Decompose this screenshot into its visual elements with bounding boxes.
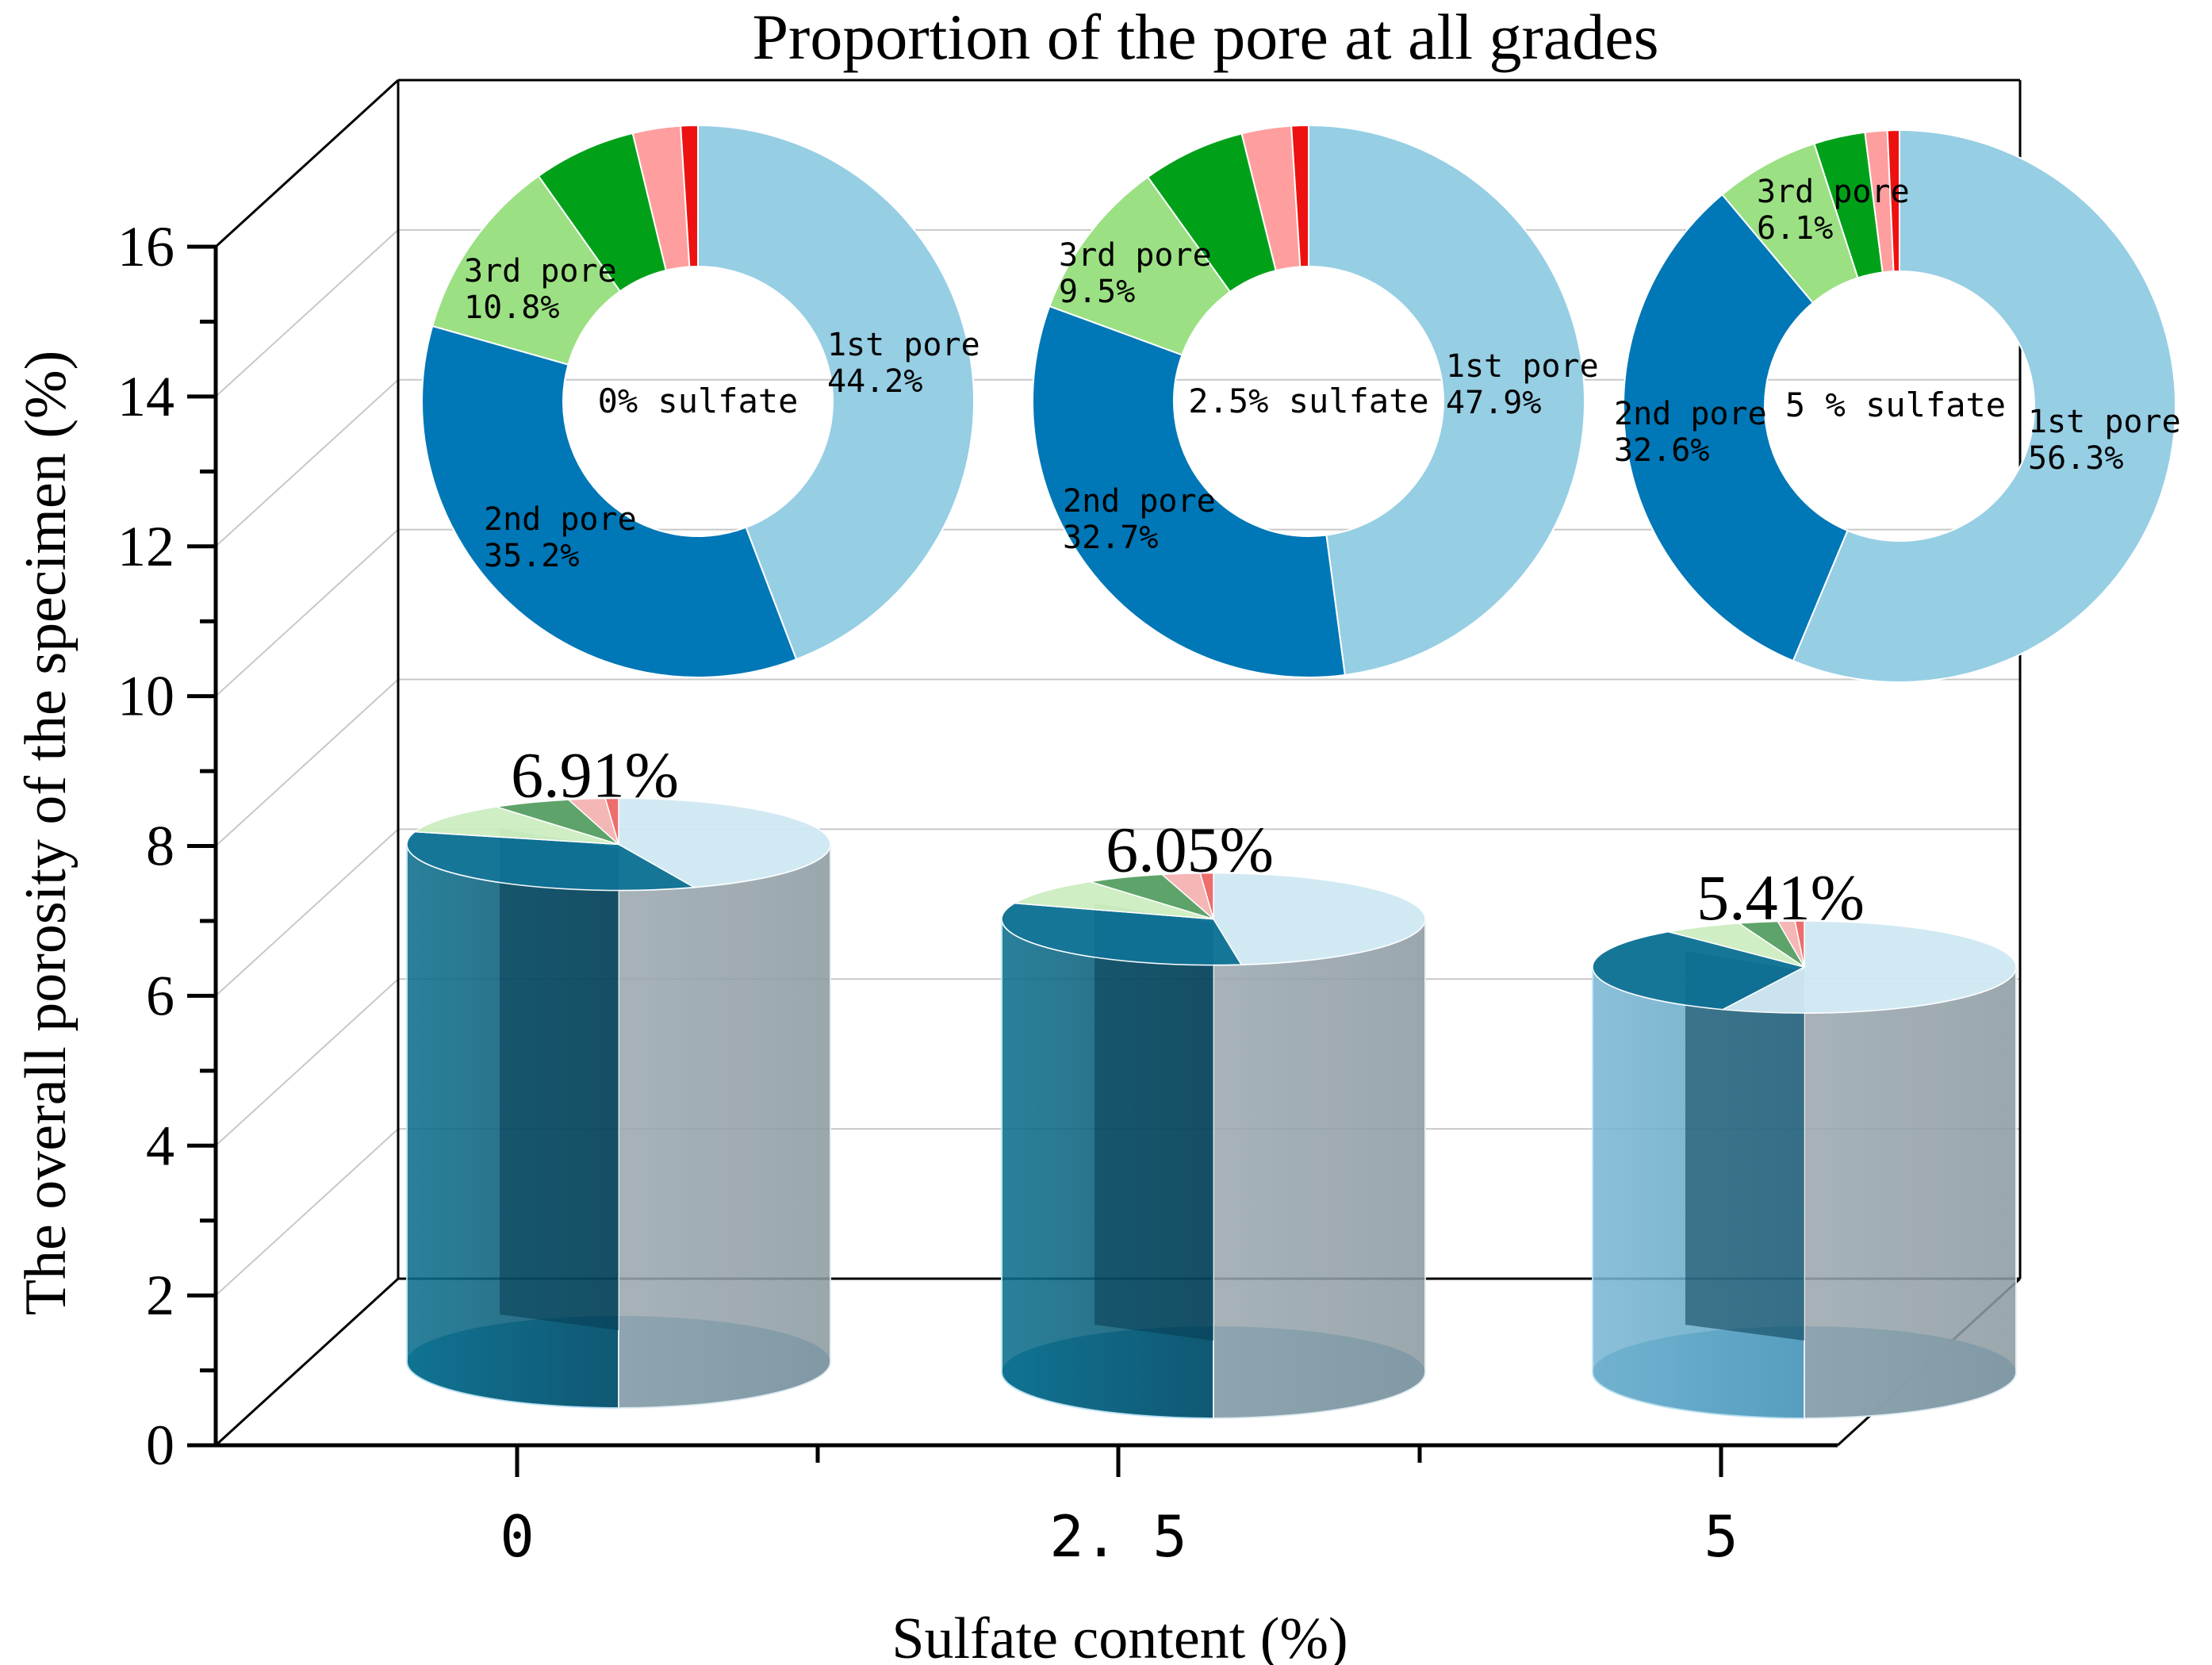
donut-slice-label-name: 1st pore xyxy=(827,327,980,363)
donut-slice xyxy=(1290,124,1309,268)
cylinder-body-right xyxy=(1804,967,2017,1420)
cylinder-top-slice xyxy=(604,797,619,845)
donut-slice xyxy=(1032,305,1346,678)
y-tick-label: 2 xyxy=(146,1264,174,1327)
y-tick-label: 8 xyxy=(146,815,174,878)
gridline-side xyxy=(215,229,399,397)
cylinder-top-slice xyxy=(413,806,619,846)
cylinder-inner-face xyxy=(1685,951,1804,1341)
donut-slice xyxy=(697,124,975,661)
bar-cylinder: 6.05% xyxy=(1001,814,1426,1420)
donut-slice-label-value: 6.1% xyxy=(1757,210,1833,247)
x-tick-label: 5 xyxy=(1704,1503,1738,1570)
donut-slice-label-name: 3rd pore xyxy=(1059,237,1212,274)
donut-slice-label-name: 3rd pore xyxy=(464,253,617,290)
gridline-side xyxy=(215,528,399,697)
x-axis-title: Sulfate content (%) xyxy=(891,1606,1348,1665)
y-tick-label: 12 xyxy=(117,515,174,578)
cylinder-body-right xyxy=(1213,919,1426,1420)
cylinder-inner-face xyxy=(500,828,619,1330)
donut-slice-label-value: 47.9% xyxy=(1446,385,1541,421)
donut-center-label: 5 % sulfate xyxy=(1785,386,2006,424)
bar-value-label: 6.91% xyxy=(511,739,679,811)
donut-slice-label-value: 56.3% xyxy=(2028,440,2123,477)
donut-slice-label-name: 1st pore xyxy=(1446,348,1599,385)
donut-center-label: 0% sulfate xyxy=(598,382,799,420)
gridline-side xyxy=(215,678,399,847)
x-axis: 0 2. 5 5 xyxy=(216,1443,1838,1570)
donut-slice-label-value: 44.2% xyxy=(827,363,922,400)
bar-series: 6.91% 6.05% 5.41% xyxy=(406,739,2017,1420)
donut-slice-label-value: 9.5% xyxy=(1059,274,1135,310)
y-tick-label: 4 xyxy=(146,1114,174,1177)
donut-slice-label-value: 32.6% xyxy=(1614,432,1709,469)
cylinder-top-slice xyxy=(406,831,696,892)
cylinder-inner-face xyxy=(1094,903,1213,1341)
donut-slice xyxy=(1792,129,2176,683)
donut-slice xyxy=(421,324,798,678)
donut-slice xyxy=(680,124,699,268)
cylinder-top-slice xyxy=(1213,872,1426,965)
chart-title: Proportion of the pore at all grades xyxy=(752,1,1658,73)
donut-slice-label-name: 2nd pore xyxy=(484,501,637,538)
y-tick-label: 6 xyxy=(146,964,174,1027)
cylinder-top-slice xyxy=(1001,902,1243,966)
donut-slice-label-value: 10.8% xyxy=(464,290,559,326)
cylinder-top-slice xyxy=(1794,920,1805,968)
donut-slice xyxy=(1308,124,1585,677)
bar-value-label: 6.05% xyxy=(1106,814,1274,886)
gridline-side xyxy=(215,978,399,1146)
donut-slice-label-name: 3rd pore xyxy=(1757,174,1910,210)
frame-depth-top-left xyxy=(214,79,400,248)
gridline-side xyxy=(215,828,399,997)
bar-value-label: 5.41% xyxy=(1696,861,1865,934)
gridline-side xyxy=(215,379,399,547)
y-tick-label: 10 xyxy=(117,665,174,728)
donut-slice-label-name: 1st pore xyxy=(2028,404,2181,440)
donut-slice-label-name: 2nd pore xyxy=(1614,396,1767,432)
donut-slice xyxy=(1623,193,1849,662)
donut-slice-label-name: 2nd pore xyxy=(1063,483,1216,520)
y-tick-label: 14 xyxy=(117,365,174,428)
y-axis-title: The overall porosity of the specimen (%) xyxy=(13,351,79,1315)
donut-slice-label-value: 32.7% xyxy=(1063,520,1158,556)
cylinder-top-slice xyxy=(618,797,831,888)
y-tick-label: 0 xyxy=(146,1414,174,1477)
donut-center-label: 2.5% sulfate xyxy=(1188,382,1428,420)
cylinder-body-right xyxy=(618,844,831,1410)
cylinder-top-slice xyxy=(1592,930,1807,1011)
x-tick-label: 0 xyxy=(500,1503,534,1570)
donut-slice xyxy=(1886,129,1900,273)
donut-slice-label-value: 35.2% xyxy=(484,538,579,574)
y-tick-label: 16 xyxy=(117,215,174,278)
y-axis: 0 2 4 6 8 10 12 14 16 xyxy=(117,215,218,1477)
cylinder-top-slice xyxy=(1720,920,2017,1014)
bar-cylinder: 5.41% xyxy=(1592,861,2017,1420)
cylinder-top-slice xyxy=(1199,872,1214,919)
frame-depth-bottom-left xyxy=(214,1277,400,1447)
gridline-side xyxy=(215,1128,399,1296)
x-tick-label: 2. 5 xyxy=(1049,1503,1187,1570)
donut-slice xyxy=(431,175,622,366)
cylinder-top-slice xyxy=(1012,880,1214,920)
bar-cylinder: 6.91% xyxy=(406,739,831,1410)
